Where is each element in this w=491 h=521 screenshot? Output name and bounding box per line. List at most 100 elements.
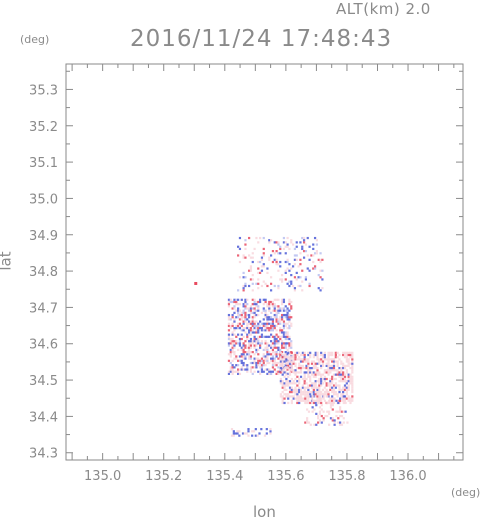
echo-cell <box>327 366 330 370</box>
echo-cell <box>284 324 287 328</box>
echo-cell <box>342 401 345 405</box>
echo-cell <box>314 371 317 374</box>
echo-cell <box>339 423 342 426</box>
echo-cell <box>303 358 306 361</box>
echo-cell <box>285 380 288 383</box>
echo-cell <box>279 247 282 251</box>
echo-cell <box>237 333 240 336</box>
echo-cell <box>260 333 264 336</box>
echo-cell <box>286 236 289 240</box>
echo-cell <box>238 313 242 317</box>
echo-cell <box>317 414 320 418</box>
echo-cell <box>349 399 352 402</box>
echo-cell <box>290 351 293 354</box>
echo-cell <box>257 305 260 308</box>
echo-cell <box>251 372 254 376</box>
echo-cell <box>242 353 245 356</box>
echo-cell <box>290 377 293 381</box>
echo-cell <box>342 393 345 396</box>
echo-cell <box>332 388 336 391</box>
y-tick-label: 34.8 <box>29 265 58 280</box>
echo-cell <box>336 351 339 354</box>
echo-cell <box>351 395 354 398</box>
echo-cell <box>257 278 260 281</box>
echo-cell <box>347 397 350 400</box>
echo-cell <box>325 362 328 365</box>
echo-cell <box>318 384 321 387</box>
echo-cell <box>246 366 249 369</box>
echo-cell <box>249 337 253 341</box>
echo-cell <box>303 366 306 370</box>
echo-cell <box>235 300 238 304</box>
echo-cell <box>351 353 354 357</box>
echo-cell <box>233 346 236 349</box>
echo-cell <box>269 346 273 349</box>
echo-cell <box>231 337 234 341</box>
echo-cell <box>240 346 243 349</box>
echo-cell <box>280 366 284 369</box>
echo-cell <box>229 351 232 354</box>
echo-cell <box>277 287 280 290</box>
echo-cell <box>335 414 338 418</box>
echo-cell <box>257 271 260 275</box>
echo-cell <box>257 324 260 328</box>
echo-cell <box>268 307 271 310</box>
echo-cell <box>257 348 260 352</box>
echo-cell <box>294 388 297 391</box>
echo-cell <box>313 265 317 268</box>
echo-cell <box>264 300 267 304</box>
echo-cell <box>296 395 299 398</box>
echo-cell <box>287 366 290 370</box>
echo-cell <box>327 353 330 357</box>
echo-cell <box>336 373 339 376</box>
echo-cell <box>282 342 286 345</box>
echo-cell <box>329 397 332 400</box>
echo-cell <box>268 368 271 371</box>
echo-cell <box>343 375 347 378</box>
echo-cell <box>309 371 312 374</box>
echo-cell <box>246 368 249 371</box>
echo-cell <box>282 368 286 371</box>
echo-cell <box>296 351 299 354</box>
echo-cell <box>231 300 234 304</box>
echo-cell <box>347 360 350 363</box>
echo-cell <box>281 353 284 357</box>
echo-cell <box>253 322 256 325</box>
echo-cell <box>249 305 253 308</box>
echo-cell <box>340 410 344 413</box>
echo-cell <box>307 366 310 370</box>
echo-cell <box>305 399 308 402</box>
echo-cell <box>329 386 332 389</box>
echo-cell <box>277 318 280 321</box>
echo-cell <box>345 380 348 383</box>
echo-cell <box>292 356 295 359</box>
echo-cell <box>275 298 278 301</box>
echo-cell <box>273 241 276 244</box>
echo-cell <box>275 337 278 341</box>
echo-cell <box>281 384 284 387</box>
echo-cell <box>253 324 256 328</box>
echo-cell <box>282 327 286 330</box>
echo-cell <box>283 366 286 370</box>
echo-cell <box>323 375 326 378</box>
echo-cell <box>306 421 309 424</box>
echo-cell <box>262 265 265 268</box>
echo-cell <box>253 309 256 312</box>
echo-cell <box>260 370 264 373</box>
echo-cell <box>294 371 297 374</box>
echo-cell <box>273 357 276 360</box>
echo-cell <box>257 309 260 312</box>
echo-cell <box>280 331 284 334</box>
echo-cell <box>266 322 269 325</box>
echo-cell <box>237 309 240 312</box>
echo-cell <box>259 366 262 369</box>
echo-cell <box>269 340 273 343</box>
echo-cell <box>302 256 306 259</box>
echo-cell <box>251 303 254 306</box>
echo-cell <box>332 362 336 365</box>
echo-cell <box>305 371 308 374</box>
echo-cell <box>242 355 245 358</box>
echo-cell <box>241 432 245 435</box>
echo-cell <box>273 364 276 367</box>
echo-cell <box>281 401 284 405</box>
